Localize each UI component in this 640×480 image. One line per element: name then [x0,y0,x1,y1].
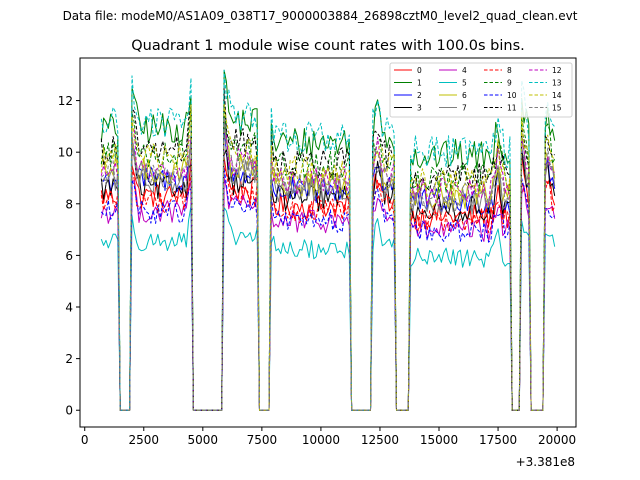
y-tick-label: 0 [65,404,73,418]
legend-label-10: 10 [507,91,517,100]
legend-label-2: 2 [417,91,422,100]
y-axis-ticks: 0 2 4 6 8 10 12 [58,94,80,418]
y-tick-label: 6 [65,249,73,263]
x-tick-label: 10000 [302,433,340,447]
legend-label-6: 6 [462,91,467,100]
legend-label-7: 7 [462,104,467,113]
series-line-1 [100,69,556,411]
y-tick-label: 10 [58,146,73,160]
legend-label-15: 15 [552,104,562,113]
legend-label-8: 8 [507,66,512,75]
series-line-12 [100,128,555,411]
series-line-10 [100,167,556,411]
legend-label-5: 5 [462,79,467,88]
series-line-9 [100,102,556,411]
x-tick-label: 5000 [188,433,219,447]
x-tick-label: 20000 [538,433,576,447]
series-line-7 [100,120,556,411]
y-tick-label: 2 [65,352,73,366]
y-tick-label: 12 [58,94,73,108]
x-tick-label: 7500 [247,433,278,447]
legend-label-1: 1 [417,79,422,88]
legend-box [389,62,573,118]
y-tick-label: 8 [65,197,73,211]
series-line-14 [100,104,556,411]
series-line-5 [100,205,556,411]
x-offset-label: +3.381e8 [516,455,575,469]
series-line-15 [100,117,556,411]
legend-label-11: 11 [507,104,517,113]
legend-label-12: 12 [552,66,562,75]
series-lines [100,69,556,411]
series-line-8 [100,166,556,411]
x-tick-label: 2500 [128,433,159,447]
series-line-4 [100,177,556,411]
legend-label-14: 14 [552,91,562,100]
legend-label-13: 13 [552,79,562,88]
legend-label-0: 0 [417,66,422,75]
x-tick-label: 0 [81,433,89,447]
axes-frame [79,57,577,428]
chart-title: Quadrant 1 module wise count rates with … [131,38,525,54]
x-tick-label: 17500 [479,433,517,447]
legend-label-9: 9 [507,79,512,88]
suptitle: Data file: modeM0/AS1A09_038T17_90000038… [63,9,578,23]
x-tick-label: 15000 [420,433,458,447]
series-line-2 [101,124,556,411]
series-line-11 [100,85,555,411]
x-axis-ticks: 0 2500 5000 7500 10000 12500 15000 17500 20000 [81,427,576,447]
legend-label-3: 3 [417,104,422,113]
x-tick-label: 12500 [361,433,399,447]
y-tick-label: 4 [65,301,73,315]
legend-label-4: 4 [462,66,467,75]
